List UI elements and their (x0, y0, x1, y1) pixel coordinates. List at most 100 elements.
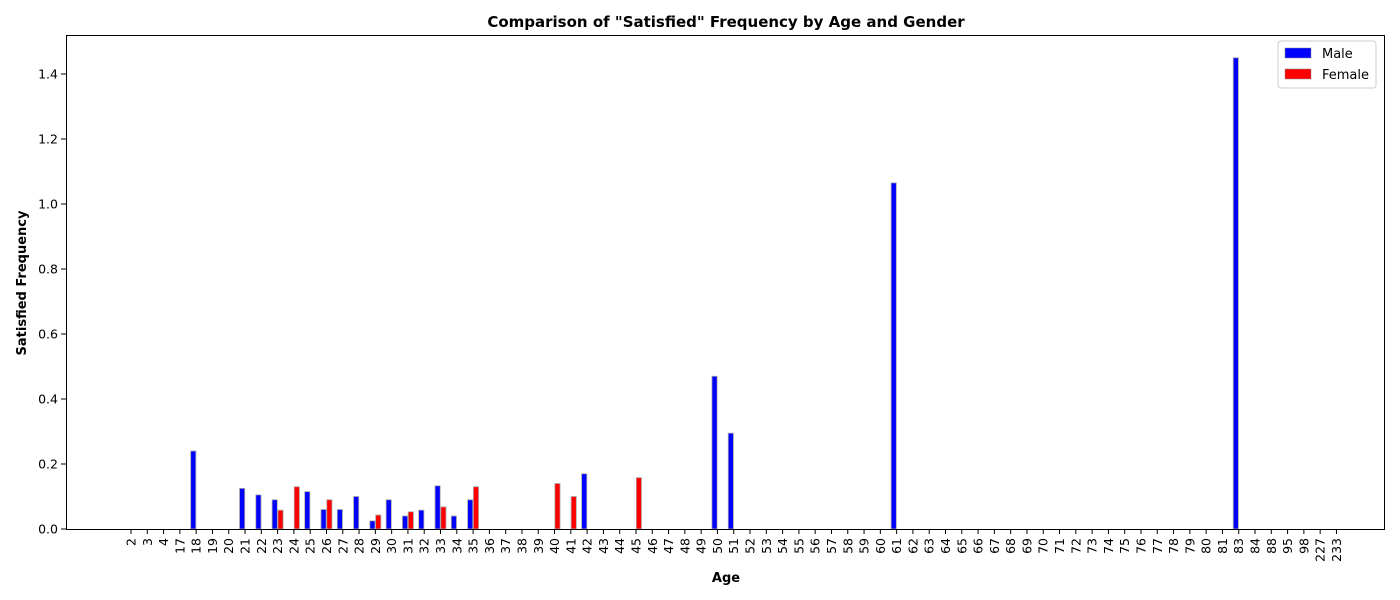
plot-frame (66, 35, 1385, 530)
y-tick-label: 0.2 (38, 457, 58, 472)
x-tick-label: 65 (954, 538, 969, 554)
bar-male (336, 509, 343, 530)
x-tick-label: 25 (303, 538, 318, 554)
bar-male (1232, 57, 1239, 530)
bar-male (467, 499, 474, 530)
bar-male (402, 515, 409, 530)
x-tick-label: 46 (645, 538, 660, 554)
legend-swatch-female (1284, 68, 1312, 80)
x-tick-label: 60 (873, 538, 888, 554)
bar-male (304, 491, 311, 530)
x-tick-label: 4 (156, 538, 171, 546)
x-axis-label: Age (712, 571, 740, 586)
x-tick-label: 78 (1166, 538, 1181, 554)
x-tick-label: 72 (1068, 538, 1083, 554)
bar-female (635, 477, 642, 530)
x-tick-label: 83 (1231, 538, 1246, 554)
x-tick-label: 52 (743, 538, 758, 554)
bar-male (320, 509, 327, 530)
bar-male (239, 487, 246, 530)
y-tick-label: 0.0 (38, 522, 58, 537)
legend: Male Female (1277, 40, 1377, 89)
x-tick-label: 71 (1052, 538, 1067, 554)
x-tick-label: 33 (433, 538, 448, 554)
bar-female (375, 514, 382, 530)
x-tick-label: 21 (238, 538, 253, 554)
x-tick-label: 69 (1019, 538, 1034, 554)
x-tick-label: 27 (335, 538, 350, 554)
x-tick-label: 23 (270, 538, 285, 554)
y-axis-label: Satisfied Frequency (15, 210, 30, 355)
x-tick-label: 34 (449, 538, 464, 554)
x-tick-label: 75 (1117, 538, 1132, 554)
x-tick-label: 80 (1199, 538, 1214, 554)
bar-male (418, 509, 425, 530)
bar-female (407, 511, 414, 530)
x-tick-label: 55 (791, 538, 806, 554)
x-tick-label: 17 (172, 538, 187, 554)
x-tick-label: 26 (319, 538, 334, 554)
x-tick-label: 98 (1296, 538, 1311, 554)
x-tick-label: 77 (1150, 538, 1165, 554)
x-tick-label: 39 (531, 538, 546, 554)
x-tick-label: 20 (221, 538, 236, 554)
x-tick-label: 38 (514, 538, 529, 554)
x-tick-label: 68 (1003, 538, 1018, 554)
y-tick-label: 1.2 (38, 132, 58, 147)
x-tick-label: 62 (905, 538, 920, 554)
x-tick-label: 227 (1313, 538, 1328, 562)
bar-male (369, 520, 376, 530)
bar-male (271, 499, 278, 530)
x-tick-label: 19 (205, 538, 220, 554)
bar-male (450, 515, 457, 530)
bar-male (255, 494, 262, 530)
bar-male (385, 499, 392, 530)
x-tick-label: 233 (1329, 538, 1344, 562)
bar-male (581, 473, 588, 530)
y-tick-label: 1.4 (38, 67, 58, 82)
x-tick-label: 28 (352, 538, 367, 554)
bar-female (472, 486, 479, 530)
y-tick-label: 1.0 (38, 197, 58, 212)
x-tick-label: 43 (596, 538, 611, 554)
legend-label-female: Female (1322, 68, 1369, 83)
x-tick-label: 41 (563, 538, 578, 554)
x-tick-label: 32 (417, 538, 432, 554)
x-tick-label: 36 (482, 538, 497, 554)
x-tick-label: 48 (677, 538, 692, 554)
x-tick-label: 44 (612, 538, 627, 554)
x-tick-label: 56 (808, 538, 823, 554)
bar-male (890, 182, 897, 530)
bar-female (554, 483, 561, 530)
x-tick-label: 31 (400, 538, 415, 554)
x-tick-label: 57 (824, 538, 839, 554)
bar-female (326, 499, 333, 530)
legend-swatch-male (1284, 47, 1312, 59)
x-tick-label: 76 (1133, 538, 1148, 554)
x-tick-label: 47 (661, 538, 676, 554)
bar-male (711, 375, 718, 530)
x-tick-label: 67 (987, 538, 1002, 554)
x-tick-label: 45 (628, 538, 643, 554)
x-tick-label: 74 (1101, 538, 1116, 554)
bar-female (293, 486, 300, 530)
x-tick-label: 37 (498, 538, 513, 554)
x-tick-label: 53 (759, 538, 774, 554)
x-tick-label: 58 (840, 538, 855, 554)
x-tick-label: 3 (140, 538, 155, 546)
y-tick-label: 0.4 (38, 392, 58, 407)
bar-male (353, 496, 360, 530)
x-tick-label: 30 (384, 538, 399, 554)
x-tick-label: 50 (710, 538, 725, 554)
x-tick-label: 22 (254, 538, 269, 554)
x-tick-label: 88 (1264, 538, 1279, 554)
x-tick-label: 18 (189, 538, 204, 554)
y-tick-label: 0.6 (38, 327, 58, 342)
chart-title: Comparison of "Satisfied" Frequency by A… (487, 13, 965, 31)
x-tick-label: 49 (694, 538, 709, 554)
y-tick-label: 0.8 (38, 262, 58, 277)
x-tick-label: 70 (1036, 538, 1051, 554)
x-tick-label: 42 (580, 538, 595, 554)
x-tick-label: 51 (726, 538, 741, 554)
